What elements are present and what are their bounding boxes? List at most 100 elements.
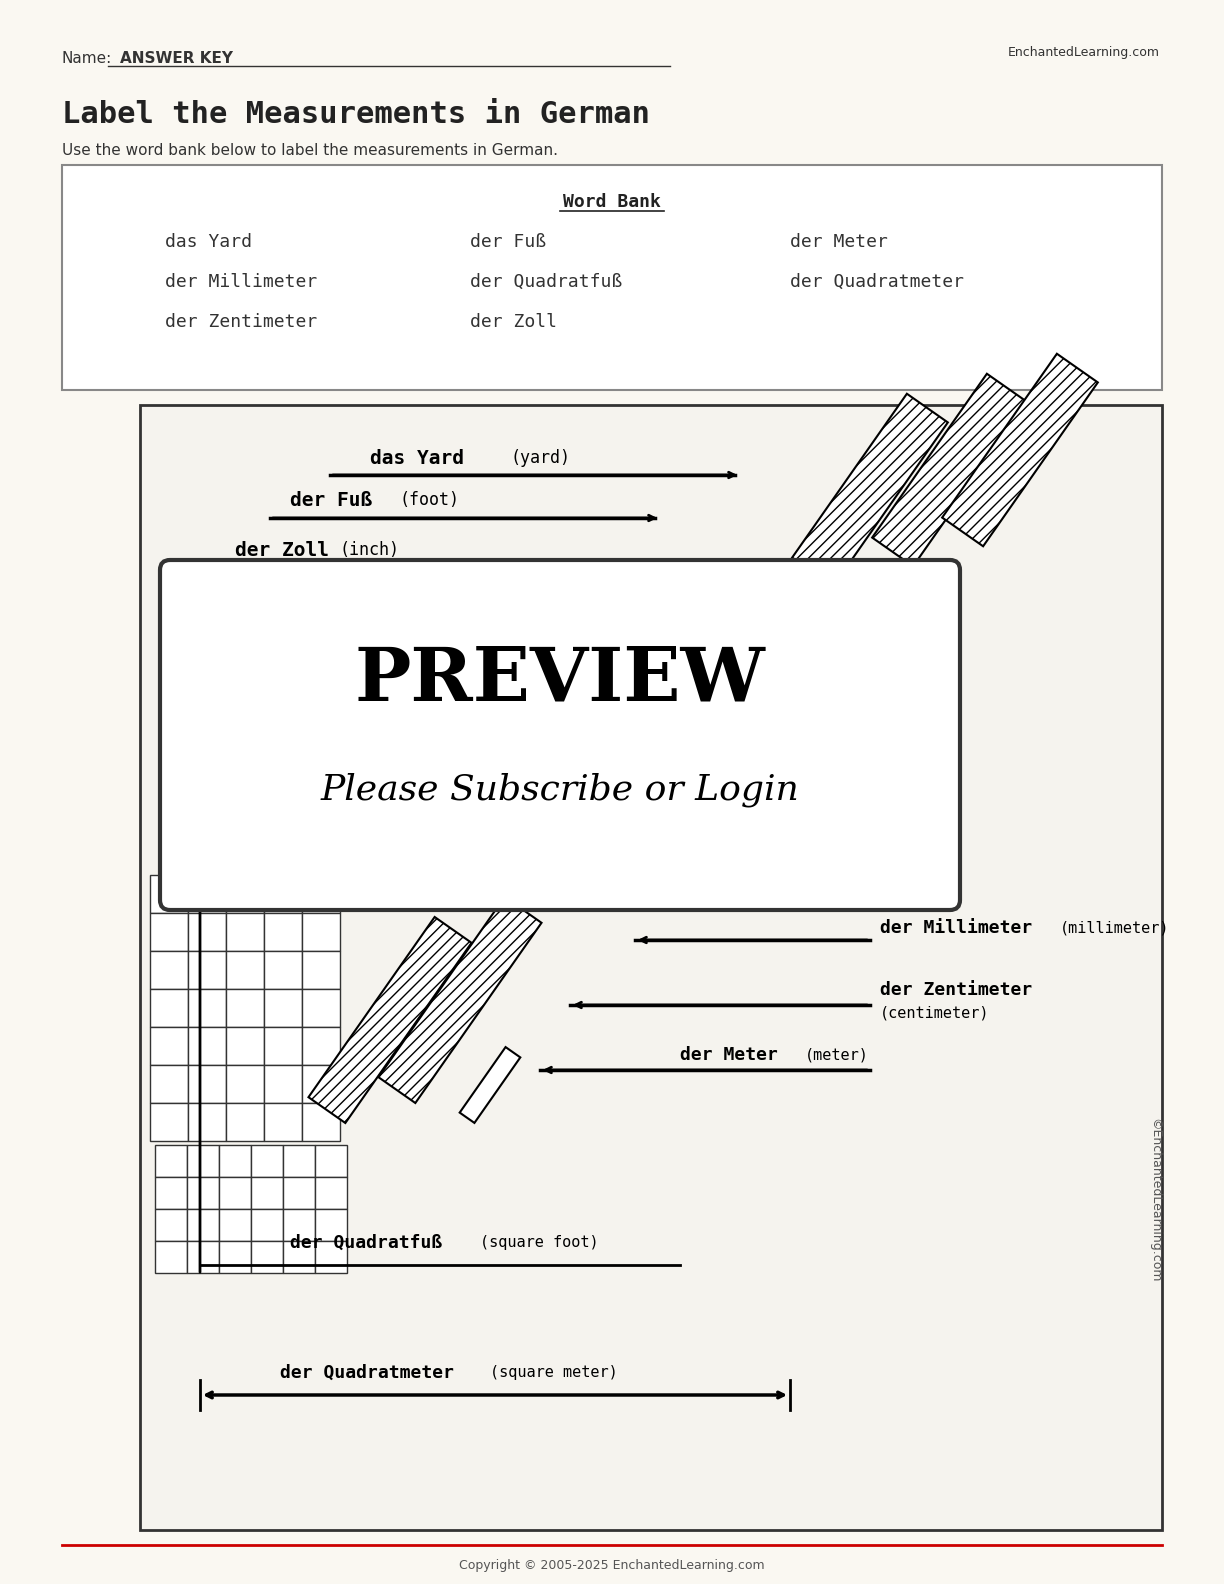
Text: der Quadratfuß: der Quadratfuß: [290, 1234, 442, 1251]
Bar: [283, 1240, 315, 1274]
Text: der Quadratmeter: der Quadratmeter: [280, 1364, 454, 1381]
Bar: [302, 1064, 340, 1102]
Text: der Millimeter: der Millimeter: [880, 919, 1032, 938]
Text: der Quadratfuß: der Quadratfuß: [470, 272, 622, 291]
Bar: [226, 1064, 264, 1102]
Bar: [187, 1240, 219, 1274]
Bar: [264, 988, 302, 1026]
Bar: [226, 950, 264, 988]
Text: ©EnchantedLearning.com: ©EnchantedLearning.com: [1148, 1118, 1162, 1283]
Bar: [302, 874, 340, 912]
Text: der Millimeter: der Millimeter: [165, 272, 317, 291]
Bar: [302, 950, 340, 988]
Polygon shape: [378, 897, 541, 1102]
Bar: [151, 912, 188, 950]
Bar: [302, 1102, 340, 1140]
Bar: [251, 1209, 283, 1240]
Text: Copyright © 2005-2025 EnchantedLearning.com: Copyright © 2005-2025 EnchantedLearning.…: [459, 1559, 765, 1571]
Text: (square meter): (square meter): [490, 1365, 618, 1381]
Bar: [251, 1145, 283, 1177]
Bar: [155, 1177, 187, 1209]
Bar: [155, 1240, 187, 1274]
Text: der Zoll: der Zoll: [470, 314, 557, 331]
Bar: [283, 1177, 315, 1209]
Bar: [226, 1102, 264, 1140]
Bar: [226, 912, 264, 950]
Text: Use the word bank below to label the measurements in German.: Use the word bank below to label the mea…: [62, 143, 558, 158]
Text: das Yard: das Yard: [370, 448, 464, 467]
Bar: [315, 1240, 346, 1274]
Text: EnchantedLearning.com: EnchantedLearning.com: [1009, 46, 1160, 59]
Bar: [151, 1102, 188, 1140]
Polygon shape: [942, 353, 1098, 546]
Bar: [151, 874, 188, 912]
Text: der Fuß: der Fuß: [470, 233, 546, 250]
Text: das Yard: das Yard: [165, 233, 252, 250]
Bar: [251, 1177, 283, 1209]
Bar: [302, 988, 340, 1026]
Bar: [151, 1026, 188, 1064]
Text: ANSWER KEY: ANSWER KEY: [120, 51, 233, 65]
Bar: [219, 1240, 251, 1274]
Bar: [188, 1064, 226, 1102]
Bar: [226, 874, 264, 912]
Bar: [155, 1145, 187, 1177]
FancyBboxPatch shape: [62, 165, 1162, 390]
Bar: [188, 1026, 226, 1064]
Bar: [188, 912, 226, 950]
Bar: [188, 1102, 226, 1140]
Bar: [151, 1064, 188, 1102]
Text: der Meter: der Meter: [681, 1045, 778, 1064]
Bar: [188, 950, 226, 988]
Bar: [219, 1145, 251, 1177]
Bar: [188, 874, 226, 912]
Bar: [315, 1177, 346, 1209]
Text: der Fuß: der Fuß: [290, 491, 372, 510]
Text: Please Subscribe or Login: Please Subscribe or Login: [321, 773, 799, 808]
Text: (inch): (inch): [340, 542, 400, 559]
Bar: [187, 1145, 219, 1177]
Bar: [219, 1209, 251, 1240]
Text: (square foot): (square foot): [480, 1236, 599, 1250]
Bar: [302, 1026, 340, 1064]
Text: PREVIEW: PREVIEW: [355, 643, 765, 716]
Bar: [264, 950, 302, 988]
Bar: [187, 1177, 219, 1209]
Polygon shape: [792, 394, 947, 586]
Bar: [155, 1209, 187, 1240]
Bar: [188, 988, 226, 1026]
Text: (yard): (yard): [510, 448, 570, 467]
FancyBboxPatch shape: [160, 561, 960, 909]
Bar: [151, 950, 188, 988]
Text: (millimeter): (millimeter): [1060, 920, 1169, 936]
Text: Name:: Name:: [62, 51, 113, 65]
Text: der Zoll: der Zoll: [235, 540, 329, 559]
Text: der Zentimeter: der Zentimeter: [165, 314, 317, 331]
Bar: [251, 1240, 283, 1274]
Bar: [302, 912, 340, 950]
Bar: [315, 1145, 346, 1177]
Bar: [226, 1026, 264, 1064]
FancyBboxPatch shape: [140, 406, 1162, 1530]
Text: der Meter: der Meter: [789, 233, 887, 250]
Text: der Zentimeter: der Zentimeter: [880, 980, 1032, 1000]
Polygon shape: [873, 374, 1028, 565]
Bar: [264, 874, 302, 912]
Bar: [264, 912, 302, 950]
Text: Label the Measurements in German: Label the Measurements in German: [62, 100, 650, 128]
Bar: [315, 1209, 346, 1240]
Text: (foot): (foot): [400, 491, 460, 508]
Bar: [283, 1145, 315, 1177]
Bar: [226, 988, 264, 1026]
Bar: [264, 1064, 302, 1102]
Polygon shape: [460, 1047, 520, 1123]
Bar: [283, 1209, 315, 1240]
Bar: [219, 1177, 251, 1209]
Text: (meter): (meter): [805, 1047, 869, 1063]
Bar: [264, 1102, 302, 1140]
Polygon shape: [308, 917, 471, 1123]
Bar: [151, 988, 188, 1026]
Bar: [264, 1026, 302, 1064]
Text: der Quadratmeter: der Quadratmeter: [789, 272, 965, 291]
Text: (centimeter): (centimeter): [880, 1006, 989, 1020]
